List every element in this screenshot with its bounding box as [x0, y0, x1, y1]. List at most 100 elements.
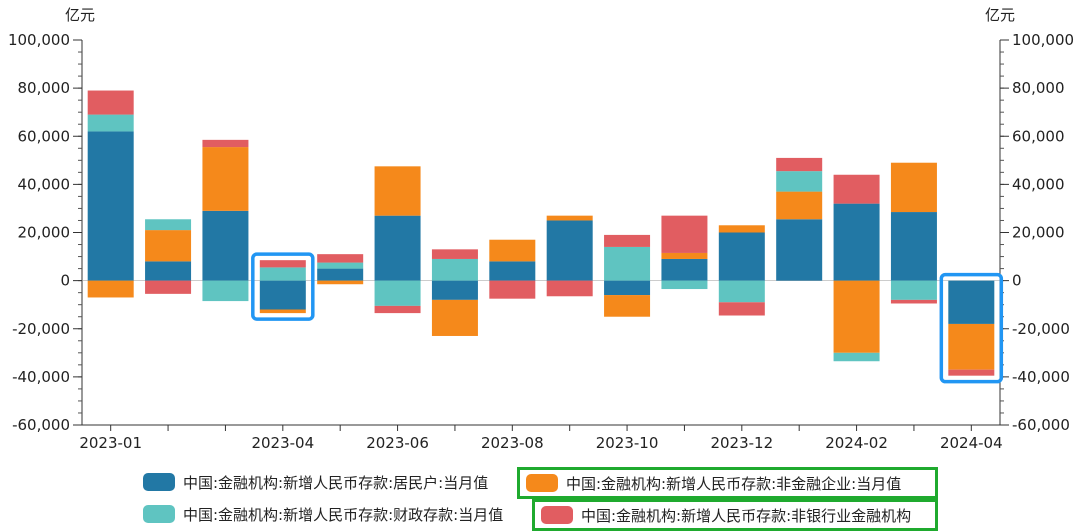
bar-segment-series2-2023-12 [718, 280, 765, 303]
bar-segment-series0-2023-04 [259, 280, 306, 310]
bar-segment-series2-2023-01 [87, 114, 134, 132]
highlight-box-2024-04 [939, 272, 1004, 384]
chart-legend: 中国:金融机构:新增人民币存款:居民户:当月值 中国:金融机构:新增人民币存款:… [0, 462, 1080, 531]
legend-item-household[interactable]: 中国:金融机构:新增人民币存款:居民户:当月值 [143, 468, 488, 496]
y-tick-label-right: -60,000 [1012, 416, 1070, 434]
bar-segment-series0-2023-08 [489, 261, 536, 281]
x-tick-label: 2024-04 [940, 434, 1003, 452]
bar-segment-series1-2023-02 [145, 230, 192, 262]
bar-segment-series0-2024-03 [890, 212, 937, 281]
y-tick-label-right: 80,000 [1012, 79, 1065, 97]
bar-segment-series0-2023-05 [317, 268, 364, 281]
bar-segment-series3-2023-07 [431, 249, 478, 259]
y-tick-label-right: 60,000 [1012, 127, 1065, 145]
x-tick-label: 2023-06 [366, 434, 429, 452]
bar-segment-series1-2023-07 [431, 299, 478, 336]
legend-item-fiscal[interactable]: 中国:金融机构:新增人民币存款:财政存款:当月值 [143, 500, 503, 528]
bar-segment-series0-2023-03 [202, 210, 249, 281]
bar-segment-series3-2023-01 [87, 90, 134, 115]
legend-label-nonfinancial-corp: 中国:金融机构:新增人民币存款:非金融企业:当月值 [566, 474, 902, 493]
x-tick-label: 2023-10 [596, 434, 659, 452]
bar-segment-series3-2024-02 [833, 174, 880, 204]
y-tick-label-left: 0 [60, 272, 70, 290]
bar-segment-series1-2023-05 [317, 280, 364, 285]
bar-segment-series3-2024-01 [776, 157, 823, 172]
y-unit-right: 亿元 [985, 6, 1015, 24]
bar-segment-series1-2023-04 [259, 309, 306, 314]
legend-item-nonfinancial-corp[interactable]: 中国:金融机构:新增人民币存款:非金融企业:当月值 [517, 467, 938, 499]
bar-segment-series1-2024-03 [890, 162, 937, 213]
bar-segment-series2-2023-03 [202, 280, 249, 302]
legend-label-fiscal: 中国:金融机构:新增人民币存款:财政存款:当月值 [183, 505, 504, 524]
bar-segment-series2-2023-10 [604, 246, 651, 281]
x-tick-label: 2023-04 [251, 434, 314, 452]
y-tick-label-right: 0 [1012, 272, 1022, 290]
bar-segment-series0-2023-07 [431, 280, 478, 300]
bar-segment-series1-2024-02 [833, 280, 880, 353]
bar-segment-series0-2023-10 [604, 280, 651, 296]
y-tick-label-left: 100,000 [8, 31, 70, 49]
bar-segment-series0-2024-04 [948, 280, 995, 324]
bar-segment-series3-2023-12 [718, 302, 765, 316]
bar-segment-series2-2024-02 [833, 352, 880, 362]
bar-segment-series0-2023-06 [374, 215, 421, 281]
bar-segment-series2-2023-07 [431, 258, 478, 281]
bar-segment-series1-2023-10 [604, 295, 651, 317]
bar-segment-series2-2024-03 [890, 280, 937, 300]
y-unit-left: 亿元 [65, 6, 95, 24]
bar-segment-series2-2023-02 [145, 219, 192, 231]
y-tick-label-left: -40,000 [12, 368, 70, 386]
bar-segment-series3-2024-03 [890, 299, 937, 304]
bar-segment-series3-2024-04 [948, 369, 995, 376]
y-tick-label-right: 100,000 [1012, 31, 1074, 49]
bar-segment-series3-2023-05 [317, 254, 364, 263]
x-tick-label: 2023-12 [710, 434, 773, 452]
bar-segment-series3-2023-02 [145, 280, 192, 294]
bar-segment-series0-2024-02 [833, 203, 880, 281]
bar-segment-series1-2024-04 [948, 323, 995, 370]
bar-segment-series2-2024-01 [776, 171, 823, 192]
x-tick-label: 2023-01 [79, 434, 142, 452]
legend-item-nonbank-fi[interactable]: 中国:金融机构:新增人民币存款:非银行业金融机构 [532, 499, 938, 531]
bar-segment-series3-2023-09 [546, 280, 593, 297]
y-tick-label-right: -40,000 [1012, 368, 1070, 386]
y-tick-label-left: 60,000 [18, 127, 71, 145]
highlight-box-2023-04 [251, 252, 315, 321]
y-tick-label-left: 20,000 [18, 224, 71, 242]
bar-segment-series1-2023-12 [718, 225, 765, 233]
bar-segment-series3-2023-11 [661, 215, 708, 253]
bar-segment-series0-2023-01 [87, 131, 134, 281]
bar-segment-series0-2023-09 [546, 220, 593, 281]
bar-segment-series3-2023-03 [202, 139, 249, 148]
bar-segment-series1-2023-01 [87, 280, 134, 298]
bar-segment-series1-2023-08 [489, 239, 536, 262]
bar-segment-series3-2023-04 [259, 260, 306, 268]
bar-segment-series3-2023-08 [489, 280, 536, 299]
y-tick-label-right: 40,000 [1012, 175, 1065, 193]
bar-segment-series1-2023-06 [374, 166, 421, 216]
stacked-bar-chart: 亿元 亿元 100,000 100,000 80,000 80,000 60,000 60,0… [8, 6, 1074, 452]
bar-segment-series0-2023-11 [661, 258, 708, 281]
bar-segment-series1-2023-03 [202, 147, 249, 211]
legend-label-household: 中国:金融机构:新增人民币存款:居民户:当月值 [183, 473, 489, 492]
bar-segment-series3-2023-10 [604, 234, 651, 247]
bar-segment-series0-2024-01 [776, 219, 823, 281]
legend-swatch-fiscal [143, 505, 175, 523]
y-tick-label-right: -20,000 [1012, 320, 1070, 338]
x-tick-label: 2023-08 [481, 434, 544, 452]
legend-swatch-nonbank-fi [541, 506, 573, 524]
x-tick-label: 2024-02 [825, 434, 888, 452]
bar-segment-series0-2023-12 [718, 232, 765, 281]
legend-swatch-household [143, 473, 175, 491]
bar-segment-series3-2023-06 [374, 305, 421, 314]
y-tick-label-left: -20,000 [12, 320, 70, 338]
y-tick-label-right: 20,000 [1012, 224, 1065, 242]
y-tick-label-left: -60,000 [12, 416, 70, 434]
y-tick-label-left: 40,000 [18, 175, 71, 193]
legend-swatch-nonfinancial-corp [526, 474, 558, 492]
legend-label-nonbank-fi: 中国:金融机构:新增人民币存款:非银行业金融机构 [581, 506, 912, 525]
bar-segment-series1-2024-01 [776, 191, 823, 220]
bar-segment-series1-2023-09 [546, 215, 593, 221]
bar-segment-series0-2023-02 [145, 261, 192, 281]
bar-segment-series2-2023-11 [661, 280, 708, 290]
